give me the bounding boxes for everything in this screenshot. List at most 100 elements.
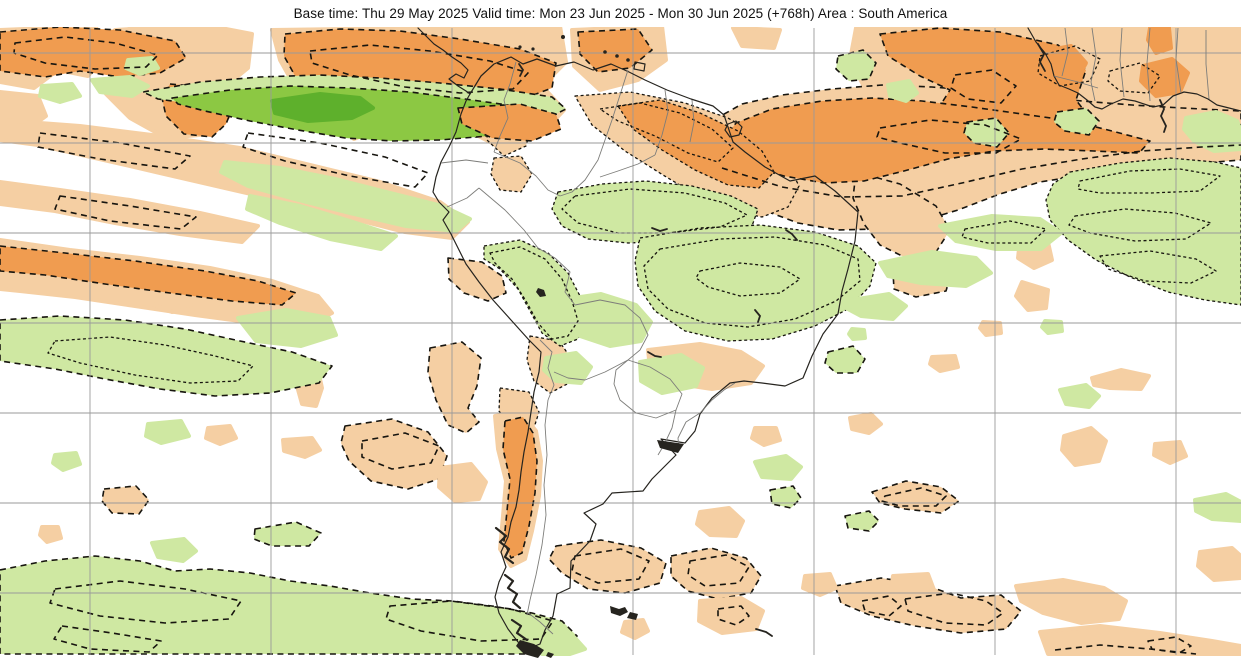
anomaly-blob: [101, 485, 150, 515]
africa-coastal-mark: [1037, 43, 1046, 72]
border-line: [613, 359, 683, 419]
anomaly-blob: [878, 250, 993, 288]
falkland-islands: [627, 612, 638, 620]
river-mark: [754, 309, 762, 323]
border-line: [1175, 27, 1182, 94]
contour-line: [881, 487, 947, 507]
anomaly-blob: [889, 572, 936, 600]
contour-line: [1068, 208, 1212, 242]
border-line: [1119, 27, 1125, 98]
caribbean-island: [561, 35, 565, 39]
anomaly-blob: [848, 412, 883, 435]
anomaly-blob: [0, 315, 333, 397]
contour-line: [643, 236, 861, 328]
anomaly-blob: [219, 160, 472, 233]
caribbean-island: [531, 47, 535, 51]
anomaly-blob: [1058, 383, 1101, 409]
anomaly-blob: [1152, 440, 1188, 465]
contour-line: [37, 132, 191, 170]
border-line: [478, 187, 556, 259]
anomaly-blob: [753, 454, 803, 481]
anomaly-blob: [695, 506, 745, 538]
anomaly-blob: [253, 521, 322, 547]
contour-line: [49, 580, 242, 624]
geography-layer: [417, 27, 1241, 658]
border-line: [1090, 27, 1097, 102]
anomaly-blob: [204, 424, 238, 446]
falkland-islands: [610, 606, 628, 616]
contour-line: [561, 188, 748, 234]
caribbean-island: [615, 54, 619, 58]
contour-line: [489, 246, 579, 340]
border-line: [1053, 75, 1099, 89]
anomaly-core: [502, 416, 538, 559]
anomaly-blob: [437, 462, 488, 503]
border-line: [699, 382, 736, 414]
anomaly-blob: [1193, 492, 1241, 523]
border-line: [493, 151, 561, 197]
black-geo-marks: [494, 35, 1167, 658]
anomaly-blob: [1060, 426, 1108, 467]
central-america-coastline: [417, 27, 471, 95]
anomaly-blob: [542, 351, 593, 385]
anomaly-blob: [1038, 624, 1241, 656]
caribbean-island: [626, 58, 630, 62]
caribbean-island: [603, 50, 607, 54]
anomaly-blob: [38, 82, 82, 104]
anomaly-blob: [144, 419, 191, 445]
anomaly-blob: [427, 341, 482, 434]
contour-line: [599, 102, 734, 163]
contour-line: [1077, 168, 1221, 194]
anomaly-blob: [150, 537, 198, 563]
anomaly-blob: [1090, 368, 1151, 391]
river-mark: [785, 229, 798, 241]
anomaly-blob: [1014, 280, 1050, 312]
border-line: [539, 339, 555, 401]
anomaly-blob: [938, 214, 1063, 251]
contour-line: [717, 605, 750, 626]
border-line: [559, 69, 629, 197]
lake-titicaca: [536, 288, 546, 297]
contour-line: [571, 548, 650, 584]
positive-anomaly-dark-layer: [270, 92, 375, 123]
anomaly-blob: [1014, 578, 1128, 625]
anomaly-blob: [51, 451, 82, 472]
anomaly-blob: [1196, 546, 1241, 582]
anomaly-blob: [90, 75, 150, 98]
anomaly-core: [577, 28, 653, 73]
anomaly-blob: [38, 525, 63, 544]
contour-line: [1037, 45, 1101, 87]
negative-anomaly-overlay-layer: [457, 103, 562, 142]
contour-line: [876, 119, 1022, 154]
south-america-coastline: [432, 56, 859, 649]
border-line: [1061, 27, 1069, 77]
anomaly-core: [270, 92, 375, 123]
border-line: [574, 299, 649, 361]
border-line: [1146, 27, 1151, 102]
anomaly-core: [457, 103, 562, 142]
anomaly-core: [1036, 44, 1088, 83]
contour-line: [361, 432, 440, 470]
anomaly-blob: [835, 49, 877, 82]
contour-line: [687, 554, 750, 587]
map-title: Base time: Thu 29 May 2025 Valid time: M…: [293, 6, 948, 21]
anomaly-blob: [0, 555, 578, 655]
border-line: [526, 611, 554, 635]
anomaly-blob: [245, 194, 398, 251]
africa-coastline: [1027, 27, 1241, 112]
contour-line: [861, 595, 902, 617]
anomaly-blob: [670, 547, 762, 600]
contour-lines-layer: [13, 36, 1241, 655]
contour-line: [1147, 636, 1192, 654]
chile-fjords: [503, 573, 522, 610]
contour-line: [1099, 250, 1217, 284]
border-line: [553, 359, 629, 381]
contour-line: [1107, 62, 1161, 94]
anomaly-blob: [963, 117, 1010, 148]
anomaly-blob: [1053, 107, 1100, 136]
anomaly-blob: [852, 171, 951, 259]
lake-maracaibo: [518, 63, 525, 77]
anomaly-core: [617, 99, 775, 189]
anomaly-blob: [769, 485, 802, 509]
anomaly-blob: [1040, 319, 1064, 335]
